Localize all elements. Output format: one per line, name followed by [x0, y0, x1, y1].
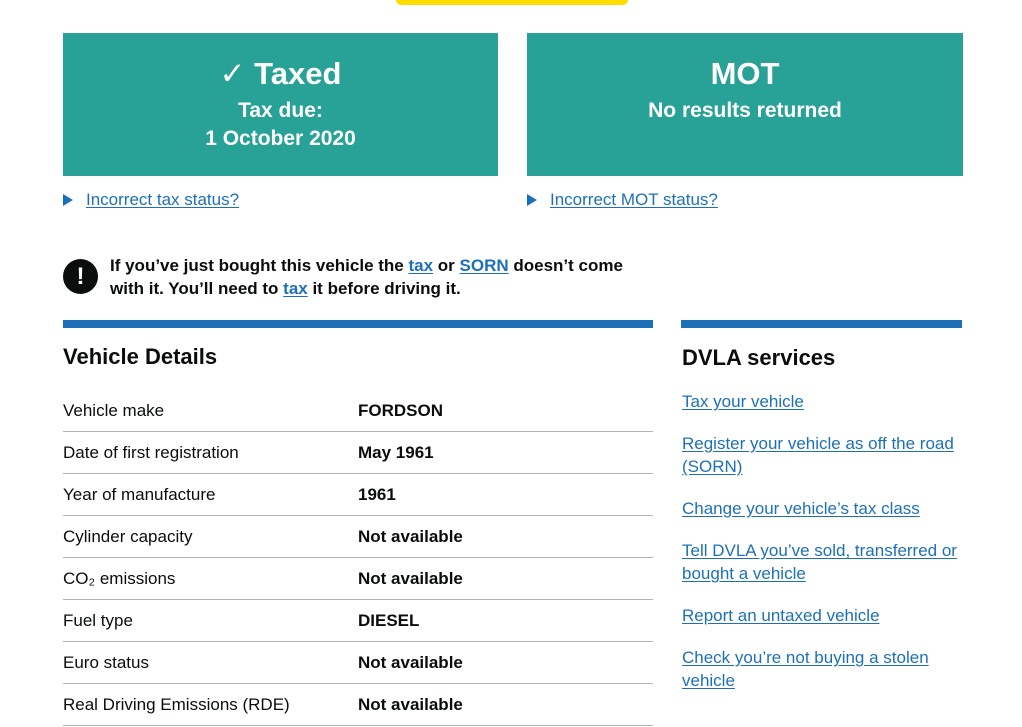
- warning-text-part: If you’ve just bought this vehicle the: [110, 256, 409, 275]
- row-label: Year of manufacture: [63, 484, 216, 504]
- row-value: 1961: [358, 484, 396, 504]
- row-label: Date of first registration: [63, 442, 239, 462]
- table-row: Euro status Not available: [63, 642, 653, 684]
- incorrect-tax-status-toggle[interactable]: Incorrect tax status?: [63, 189, 239, 211]
- mot-status-panel: MOT No results returned: [527, 33, 963, 176]
- tax-due-label: Tax due:: [238, 99, 323, 122]
- bought-vehicle-warning: ! If you’ve just bought this vehicle the…: [63, 254, 658, 300]
- tax-your-vehicle-link[interactable]: Tax your vehicle: [682, 392, 804, 411]
- section-divider: [681, 320, 962, 328]
- section-divider: [63, 320, 653, 328]
- tax-status-panel: ✓ Taxed Tax due: 1 October 2020: [63, 33, 498, 176]
- vehicle-details-title: Vehicle Details: [63, 344, 218, 369]
- row-value: Not available: [358, 526, 463, 546]
- tax-status-heading: ✓ Taxed: [219, 56, 342, 91]
- mot-result: No results returned: [648, 99, 842, 122]
- row-label: Cylinder capacity: [63, 526, 193, 546]
- row-value: May 1961: [358, 442, 434, 462]
- row-value: Not available: [358, 694, 463, 714]
- tax-link[interactable]: tax: [408, 256, 434, 275]
- row-label: Vehicle make: [63, 400, 165, 420]
- table-row: Real Driving Emissions (RDE) Not availab…: [63, 684, 653, 726]
- table-row: Vehicle make FORDSON: [63, 390, 653, 432]
- incorrect-mot-status-link[interactable]: Incorrect MOT status?: [550, 190, 718, 209]
- row-value: Not available: [358, 652, 463, 672]
- row-value: Not available: [358, 568, 463, 588]
- warning-text: If you’ve just bought this vehicle the t…: [110, 254, 658, 300]
- warning-text-part: it before driving it.: [307, 279, 461, 298]
- tax-link-2[interactable]: tax: [283, 279, 308, 298]
- yellow-button-edge: [396, 0, 628, 5]
- exclamation-icon: !: [63, 259, 98, 294]
- table-row: Date of first registration May 1961: [63, 432, 653, 474]
- row-label: CO₂ emissions: [63, 568, 176, 588]
- register-sorn-link[interactable]: Register your vehicle as off the road (S…: [682, 434, 954, 476]
- incorrect-tax-status-link[interactable]: Incorrect tax status?: [86, 190, 240, 209]
- tell-dvla-sold-link[interactable]: Tell DVLA you’ve sold, transferred or bo…: [682, 541, 957, 583]
- check-stolen-link[interactable]: Check you’re not buying a stolen vehicle: [682, 648, 929, 690]
- row-value: DIESEL: [358, 610, 420, 630]
- sorn-link[interactable]: SORN: [459, 256, 509, 275]
- change-tax-class-link[interactable]: Change your vehicle’s tax class: [682, 499, 920, 518]
- row-value: FORDSON: [358, 400, 443, 420]
- warning-text-part: doesn’t come with it. You’ll need to: [110, 256, 623, 298]
- triangle-right-icon: [527, 194, 537, 206]
- warning-text-part: or: [433, 256, 460, 275]
- incorrect-mot-status-toggle[interactable]: Incorrect MOT status?: [527, 189, 718, 211]
- row-label: Fuel type: [63, 610, 133, 630]
- dvla-services-title: DVLA services: [682, 345, 836, 370]
- table-row: Year of manufacture 1961: [63, 474, 653, 516]
- table-row: CO₂ emissions Not available: [63, 558, 653, 600]
- report-untaxed-link[interactable]: Report an untaxed vehicle: [682, 606, 880, 625]
- row-label: Real Driving Emissions (RDE): [63, 694, 290, 714]
- dvla-services-list: Tax your vehicle Register your vehicle a…: [682, 390, 972, 711]
- table-row: Cylinder capacity Not available: [63, 516, 653, 558]
- triangle-right-icon: [63, 194, 73, 206]
- table-row: Fuel type DIESEL: [63, 600, 653, 642]
- mot-status-heading: MOT: [710, 56, 780, 91]
- tax-due-date: 1 October 2020: [205, 127, 356, 150]
- vehicle-details-table: Vehicle make FORDSON Date of first regis…: [63, 390, 653, 726]
- row-label: Euro status: [63, 652, 149, 672]
